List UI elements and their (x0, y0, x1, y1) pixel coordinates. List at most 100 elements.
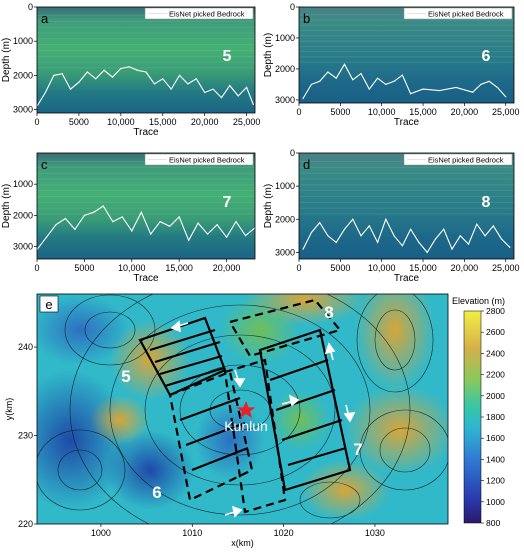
bedrock-point (451, 248, 453, 250)
bedrock-point (327, 235, 329, 237)
bedrock-point (343, 228, 346, 230)
y-tick-label: 0 (28, 2, 33, 12)
x-tick-label: 15,000 (149, 117, 177, 127)
bedrock-point (352, 79, 354, 81)
bedrock-point (128, 66, 130, 68)
bedrock-point (310, 231, 313, 234)
bedrock-point (343, 63, 346, 65)
panel-letter-b: b (303, 11, 310, 26)
bedrock-point (319, 221, 321, 224)
bedrock-point (121, 216, 123, 218)
bedrock-point (455, 86, 457, 89)
bedrock-point (246, 86, 248, 88)
bedrock-point (170, 88, 172, 90)
radargram-panel-d: EisNet picked Bedrock d 8 0 5000 10,000 15,000… (263, 148, 519, 284)
x-tick-label: 20,000 (191, 117, 219, 127)
bedrock-point (252, 103, 254, 106)
line-number-5: 5 (223, 48, 232, 65)
bedrock-point (131, 230, 133, 232)
bedrock-point (229, 85, 231, 87)
panel-frame (36, 152, 256, 260)
bedrock-point (426, 251, 428, 253)
y-tick-label: 1000 (275, 33, 295, 43)
radargram-panel-c: EisNet picked Bedrock c 7 0 5000 10,000 15,000… (1, 152, 256, 284)
line-number-7: 7 (223, 194, 232, 211)
bedrock-point (310, 83, 313, 86)
colorbar-tick-label: 2200 (486, 370, 505, 380)
y-axis-label: Depth (m) (1, 38, 12, 82)
bedrock-line (302, 217, 511, 254)
bedrock-point (484, 235, 486, 237)
bedrock-point (145, 71, 147, 73)
bedrock-point (335, 77, 337, 79)
bedrock-point (500, 238, 503, 240)
legend-text: EisNet picked Bedrock (428, 156, 504, 165)
x-tick-label: 10,000 (107, 117, 135, 127)
bedrock-point (422, 88, 424, 90)
bedrock-point (401, 74, 403, 76)
bedrock-point (95, 78, 97, 80)
x-axis-label: Trace (394, 273, 420, 284)
bedrock-point (509, 246, 511, 249)
y-axis-label: Depth (m) (1, 184, 12, 228)
bedrock-point (197, 222, 199, 224)
bedrock-point (319, 80, 321, 82)
y-tick-label: 3000 (275, 95, 295, 105)
bedrock-point (496, 86, 499, 89)
bedrock-point (195, 78, 197, 80)
bedrock-point (140, 211, 142, 213)
line-number-6: 6 (482, 48, 491, 65)
bedrock-point (434, 238, 437, 240)
y-tick-label: 1000 (13, 179, 33, 189)
map-y-tick-label: 240 (18, 342, 33, 352)
x-tick-label: 25,000 (233, 117, 261, 127)
x-tick-label: 0 (34, 117, 39, 127)
map-x-tick-label: 1030 (365, 528, 385, 538)
legend-box (403, 153, 513, 166)
x-tick-label: 5000 (330, 107, 350, 117)
colorbar-tick-label: 2800 (486, 306, 505, 316)
x-tick-label: 25,000 (492, 107, 520, 117)
legend-text: EisNet picked Bedrock (169, 10, 245, 19)
y-tick-label: 0 (290, 2, 295, 12)
panel-letter-e: e (45, 297, 52, 312)
bedrock-point (368, 88, 370, 90)
bedrock-point (393, 80, 395, 82)
line-label-7: 7 (353, 440, 362, 459)
bedrock-point (169, 225, 171, 227)
y-tick-label: 3000 (13, 242, 33, 252)
bedrock-point (216, 224, 218, 226)
bedrock-point (327, 71, 329, 73)
bedrock-point (55, 224, 57, 226)
x-tick-label: 0 (296, 263, 301, 273)
y-tick-label: 3000 (275, 247, 295, 257)
x-tick-label: 10,000 (368, 107, 396, 117)
y-tick-label: 1000 (13, 36, 33, 46)
bedrock-point (178, 216, 180, 218)
bedrock-point (112, 220, 114, 223)
x-tick-label: 20,000 (451, 107, 479, 117)
bedrock-point (188, 239, 190, 241)
bedrock-point (86, 71, 88, 73)
bedrock-point (472, 91, 474, 93)
kunlun-station-star-icon (236, 401, 256, 418)
x-tick-label: 0 (34, 263, 39, 273)
bedrock-point (438, 90, 441, 92)
bedrock-point (61, 73, 63, 75)
panel-letter-box-e (39, 295, 59, 313)
colorbar-tick-label: 1000 (486, 497, 505, 507)
x-axis-label: Trace (394, 117, 420, 128)
colorbar-tick-label: 800 (486, 518, 500, 528)
bedrock-point (83, 214, 85, 216)
x-tick-label: 0 (296, 107, 301, 117)
bedrock-point (178, 74, 181, 76)
bedrock-point (410, 228, 412, 230)
bedrock-point (335, 241, 337, 244)
y-axis-label: Depth (m) (263, 33, 274, 77)
x-tick-label: 10,000 (368, 263, 396, 273)
map-y-tick-label: 220 (18, 519, 33, 529)
bedrock-point (488, 80, 490, 82)
bedrock-point (162, 78, 164, 80)
y-axis-label: Depth (m) (263, 184, 274, 228)
